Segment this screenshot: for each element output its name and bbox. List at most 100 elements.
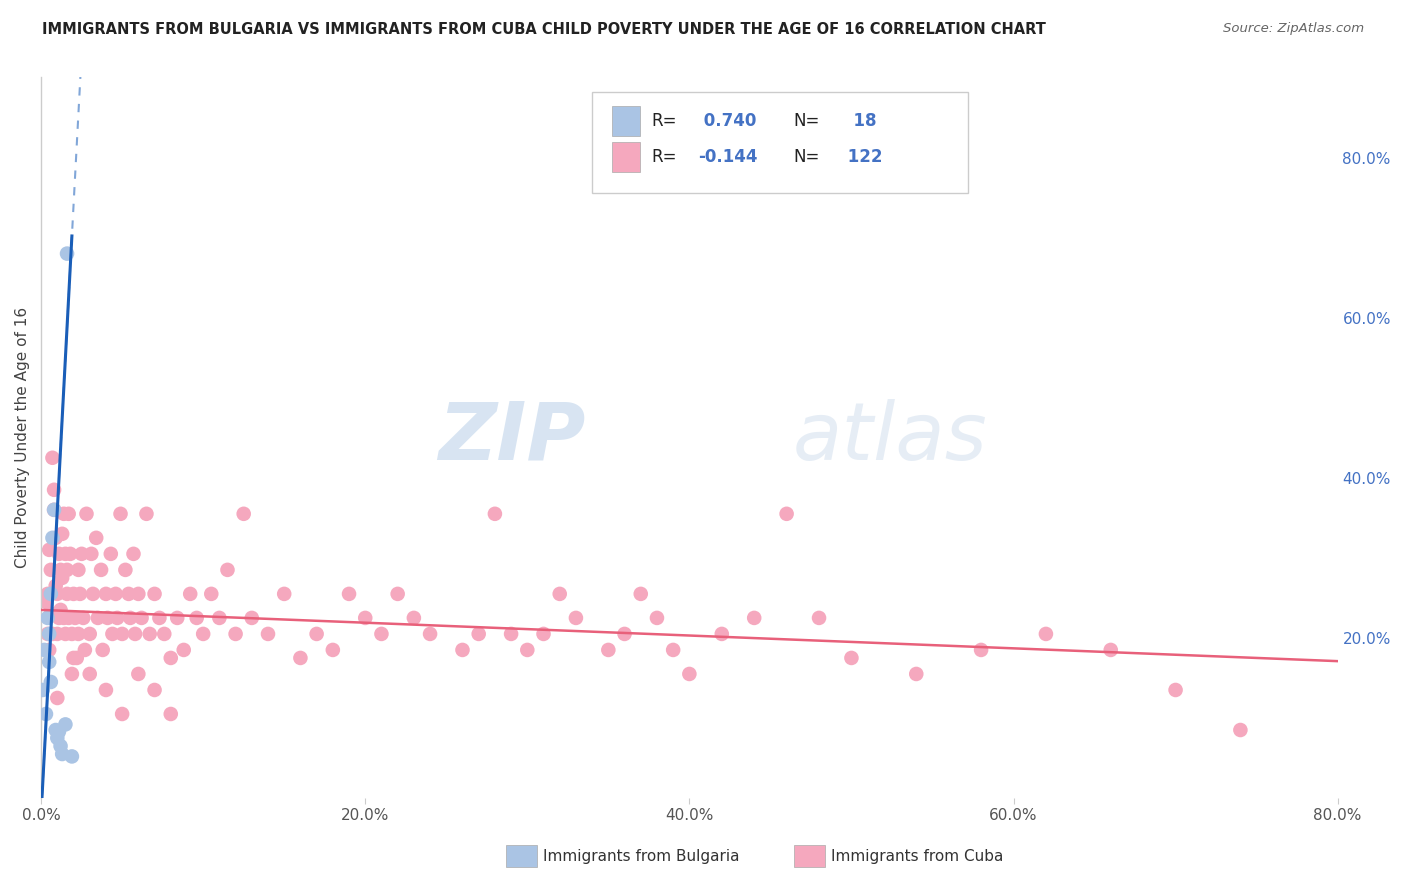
Point xyxy=(48,547,70,561)
Point xyxy=(37,611,59,625)
Point xyxy=(70,547,93,561)
Point xyxy=(484,507,506,521)
Point xyxy=(60,749,83,764)
Point xyxy=(37,587,59,601)
Point xyxy=(841,651,863,665)
Point xyxy=(82,587,104,601)
Text: 122: 122 xyxy=(842,148,883,166)
Point xyxy=(87,611,110,625)
Point xyxy=(808,611,831,625)
Point xyxy=(240,611,263,625)
Point xyxy=(110,507,132,521)
Point xyxy=(467,627,489,641)
Point xyxy=(55,627,77,641)
Point xyxy=(548,587,571,601)
Point xyxy=(35,595,58,609)
Point xyxy=(131,611,153,625)
Text: Immigrants from Cuba: Immigrants from Cuba xyxy=(831,849,1004,863)
Point xyxy=(46,690,69,705)
Point xyxy=(60,627,83,641)
Point xyxy=(62,651,84,665)
Point xyxy=(598,643,620,657)
Text: IMMIGRANTS FROM BULGARIA VS IMMIGRANTS FROM CUBA CHILD POVERTY UNDER THE AGE OF : IMMIGRANTS FROM BULGARIA VS IMMIGRANTS F… xyxy=(42,22,1046,37)
Point xyxy=(45,579,67,593)
Point xyxy=(31,683,53,698)
Point xyxy=(166,611,188,625)
Point xyxy=(59,547,82,561)
Point xyxy=(419,627,441,641)
Point xyxy=(200,587,222,601)
Point xyxy=(39,675,62,690)
Point xyxy=(69,587,91,601)
Point xyxy=(41,450,63,465)
Point xyxy=(56,246,79,260)
Point xyxy=(613,627,636,641)
Point xyxy=(45,723,67,737)
Point xyxy=(58,611,80,625)
Point xyxy=(55,547,77,561)
Point xyxy=(41,531,63,545)
Point xyxy=(56,587,79,601)
Point xyxy=(565,611,588,625)
Point xyxy=(49,603,72,617)
Point xyxy=(305,627,328,641)
Text: 0.740: 0.740 xyxy=(699,112,756,129)
Point xyxy=(257,627,280,641)
Point xyxy=(46,627,69,641)
Point xyxy=(94,587,117,601)
Point xyxy=(79,627,101,641)
Point xyxy=(73,643,96,657)
Point xyxy=(96,611,118,625)
Text: atlas: atlas xyxy=(793,399,988,476)
Point xyxy=(402,611,425,625)
Text: R=: R= xyxy=(652,148,678,166)
Point xyxy=(49,563,72,577)
Point xyxy=(46,731,69,745)
Point xyxy=(51,526,73,541)
Point xyxy=(90,563,112,577)
Point xyxy=(533,627,555,641)
Point xyxy=(39,607,62,621)
Point xyxy=(645,611,668,625)
Point xyxy=(105,611,128,625)
Point xyxy=(127,667,149,681)
Point xyxy=(34,643,56,657)
Point xyxy=(55,717,77,731)
Point xyxy=(66,651,89,665)
Point xyxy=(94,683,117,698)
Point xyxy=(80,547,103,561)
Point xyxy=(630,587,652,601)
Point xyxy=(208,611,231,625)
Point xyxy=(710,627,733,641)
Point xyxy=(72,611,94,625)
Point xyxy=(387,587,409,601)
Text: Immigrants from Bulgaria: Immigrants from Bulgaria xyxy=(543,849,740,863)
Point xyxy=(217,563,239,577)
Point xyxy=(111,706,134,721)
Point xyxy=(678,667,700,681)
Point xyxy=(122,547,145,561)
Point xyxy=(39,587,62,601)
Point xyxy=(111,627,134,641)
Point xyxy=(52,507,75,521)
Point xyxy=(225,627,247,641)
Point xyxy=(38,643,60,657)
Point xyxy=(41,627,63,641)
Text: N=: N= xyxy=(793,112,820,129)
Point xyxy=(159,651,181,665)
Text: N=: N= xyxy=(793,148,820,166)
Point xyxy=(63,611,86,625)
Y-axis label: Child Poverty Under the Age of 16: Child Poverty Under the Age of 16 xyxy=(15,307,30,568)
Point xyxy=(193,627,215,641)
Point xyxy=(1035,627,1057,641)
Point xyxy=(354,611,377,625)
Point xyxy=(51,747,73,761)
Bar xyxy=(612,105,640,136)
Point xyxy=(742,611,765,625)
Point xyxy=(67,627,90,641)
Point xyxy=(970,643,993,657)
Point xyxy=(516,643,538,657)
Point xyxy=(42,483,65,497)
Point xyxy=(117,587,139,601)
Point xyxy=(173,643,195,657)
